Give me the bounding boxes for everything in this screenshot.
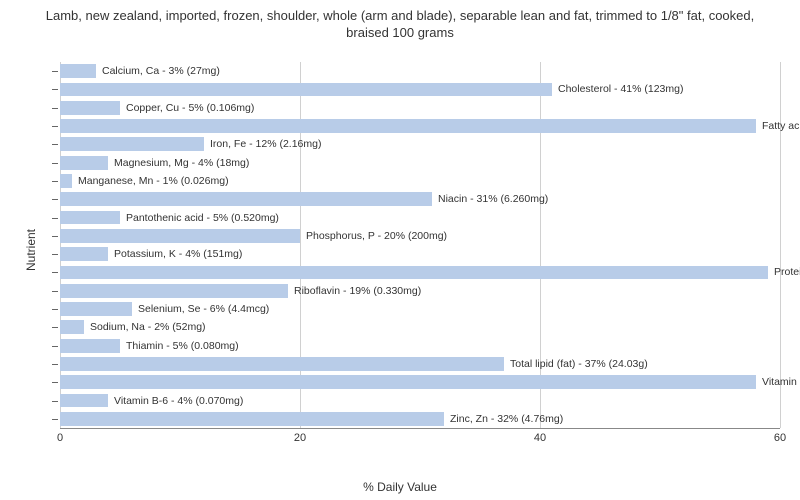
y-tick <box>52 346 58 347</box>
y-tick <box>52 254 58 255</box>
y-tick <box>52 236 58 237</box>
bar <box>60 375 756 389</box>
bar <box>60 64 96 78</box>
x-axis <box>60 428 780 429</box>
bar-label: Magnesium, Mg - 4% (18mg) <box>114 156 249 170</box>
bar <box>60 302 132 316</box>
bar <box>60 229 300 243</box>
plot-area: 0204060Calcium, Ca - 3% (27mg)Cholestero… <box>60 62 780 452</box>
y-tick <box>52 218 58 219</box>
bar <box>60 174 72 188</box>
bar-label: Calcium, Ca - 3% (27mg) <box>102 64 220 78</box>
y-tick <box>52 181 58 182</box>
y-tick <box>52 126 58 127</box>
y-tick <box>52 272 58 273</box>
bar <box>60 119 756 133</box>
bar-label: Zinc, Zn - 32% (4.76mg) <box>450 412 563 426</box>
bar-label: Potassium, K - 4% (151mg) <box>114 247 242 261</box>
y-tick <box>52 309 58 310</box>
gridline <box>300 62 301 428</box>
x-tick-label: 20 <box>294 432 306 470</box>
x-tick-label: 0 <box>57 432 63 470</box>
bar <box>60 83 552 97</box>
bar-label: Thiamin - 5% (0.080mg) <box>126 339 239 353</box>
bar <box>60 357 504 371</box>
bar-label: Protein - 59% (29.43g) <box>774 265 800 279</box>
chart-title: Lamb, new zealand, imported, frozen, sho… <box>0 0 800 46</box>
bar <box>60 137 204 151</box>
bar <box>60 211 120 225</box>
y-tick <box>52 71 58 72</box>
bar-label: Iron, Fe - 12% (2.16mg) <box>210 137 321 151</box>
bar <box>60 320 84 334</box>
bar <box>60 339 120 353</box>
y-tick <box>52 401 58 402</box>
y-tick <box>52 364 58 365</box>
y-tick <box>52 89 58 90</box>
bar-label: Fatty acids, total saturated - 58% (11.5… <box>762 119 800 133</box>
gridline <box>780 62 781 428</box>
y-tick <box>52 199 58 200</box>
bar <box>60 247 108 261</box>
bar-label: Riboflavin - 19% (0.330mg) <box>294 284 421 298</box>
bar-label: Phosphorus, P - 20% (200mg) <box>306 229 447 243</box>
y-tick <box>52 108 58 109</box>
bar <box>60 192 432 206</box>
x-tick-label: 40 <box>534 432 546 470</box>
bar-label: Sodium, Na - 2% (52mg) <box>90 320 206 334</box>
x-axis-label: % Daily Value <box>363 480 437 494</box>
y-tick <box>52 382 58 383</box>
bar-label: Vitamin B-6 - 4% (0.070mg) <box>114 394 243 408</box>
y-tick <box>52 163 58 164</box>
bar <box>60 156 108 170</box>
bar-label: Pantothenic acid - 5% (0.520mg) <box>126 211 279 225</box>
x-tick-label: 60 <box>774 432 786 470</box>
bar <box>60 394 108 408</box>
bar-label: Copper, Cu - 5% (0.106mg) <box>126 101 254 115</box>
bar <box>60 284 288 298</box>
y-tick <box>52 327 58 328</box>
y-axis-label: Nutrient <box>24 229 38 271</box>
bar <box>60 101 120 115</box>
bar <box>60 412 444 426</box>
y-tick <box>52 291 58 292</box>
gridline <box>60 62 61 428</box>
bar-label: Selenium, Se - 6% (4.4mcg) <box>138 302 269 316</box>
bar-label: Niacin - 31% (6.260mg) <box>438 192 548 206</box>
y-tick <box>52 419 58 420</box>
bar-label: Total lipid (fat) - 37% (24.03g) <box>510 357 648 371</box>
gridline <box>540 62 541 428</box>
bar-label: Cholesterol - 41% (123mg) <box>558 82 683 96</box>
bar-label: Vitamin B-12 - 58% (3.47mcg) <box>762 375 800 389</box>
chart-container: Lamb, new zealand, imported, frozen, sho… <box>0 0 800 500</box>
bar <box>60 266 768 280</box>
bar-label: Manganese, Mn - 1% (0.026mg) <box>78 174 229 188</box>
y-tick <box>52 144 58 145</box>
